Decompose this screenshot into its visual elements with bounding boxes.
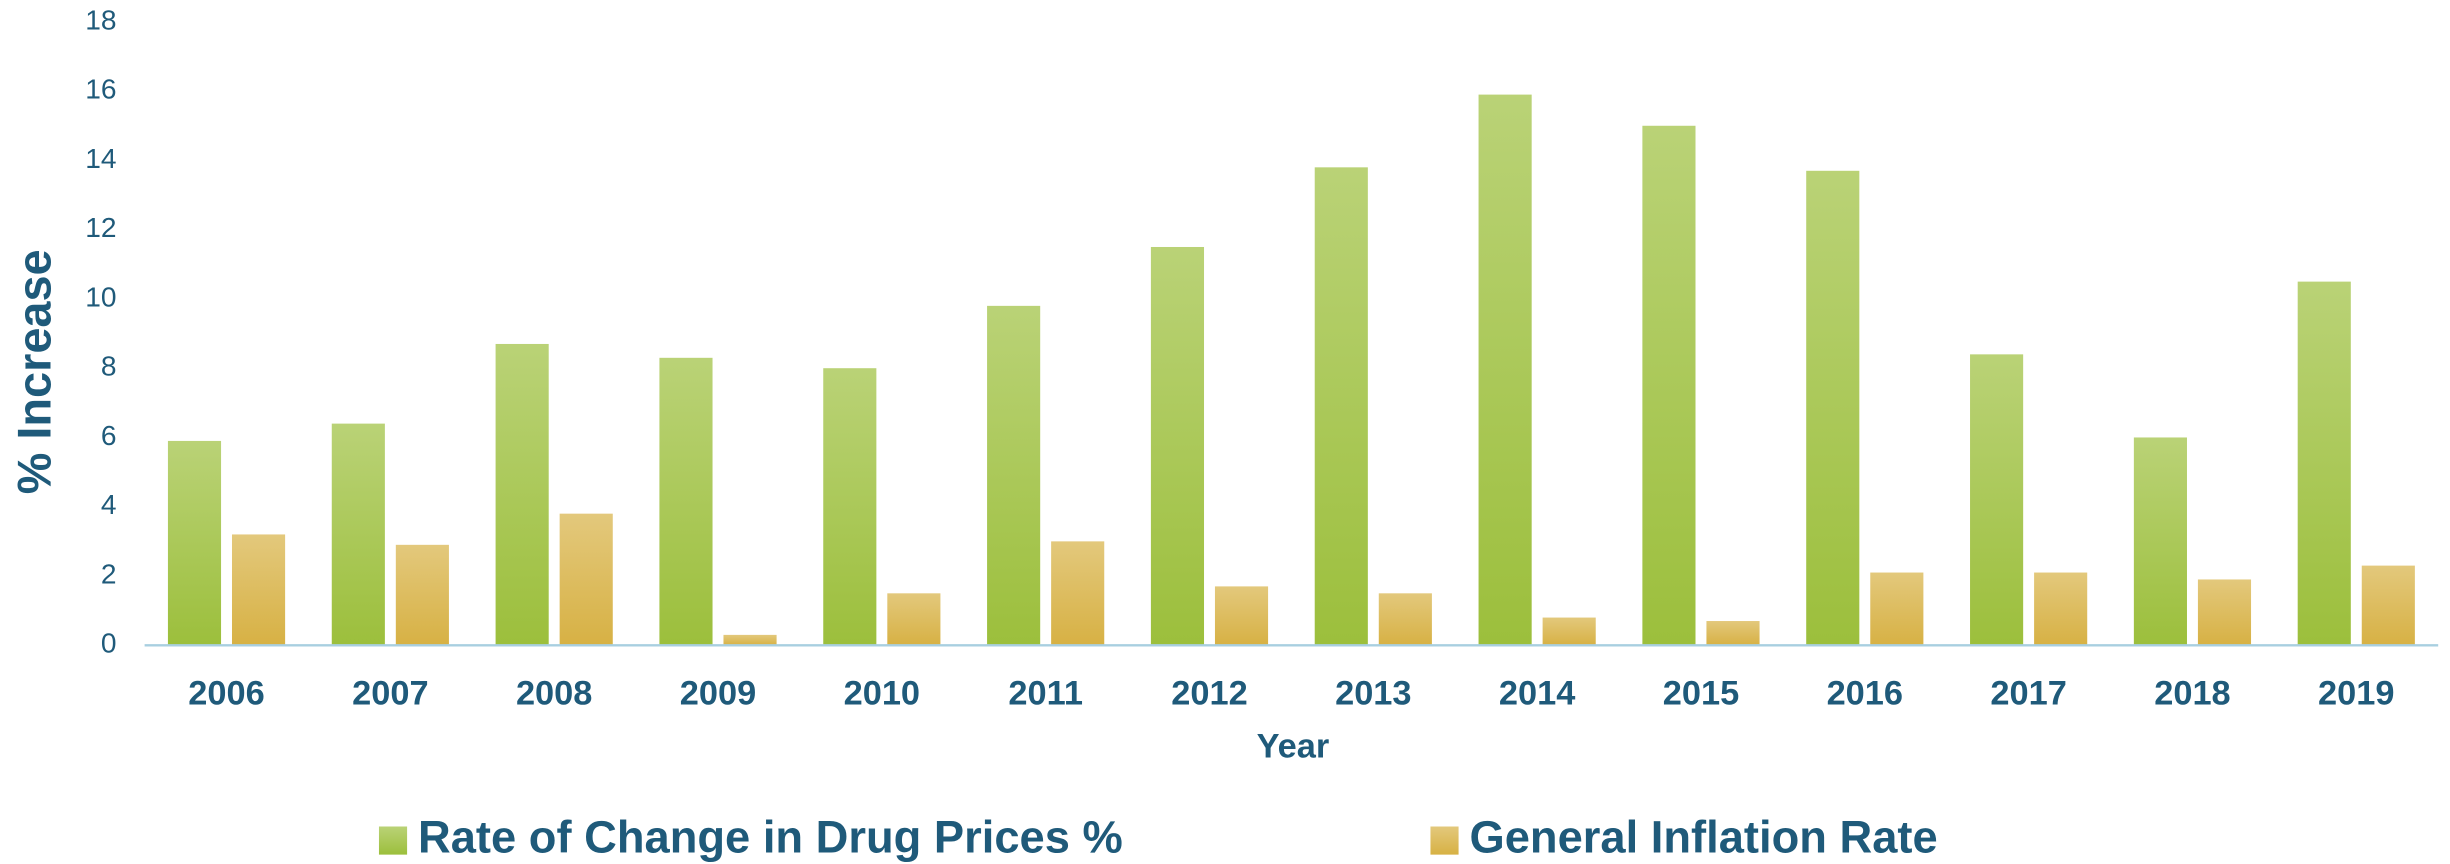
bar [1706, 621, 1760, 646]
x-tick-label: 2013 [1335, 674, 1411, 712]
bar [331, 423, 385, 646]
bar [1642, 125, 1696, 646]
x-tick-label: 2014 [1499, 674, 1575, 712]
bar [2034, 572, 2088, 646]
y-tick-label: 2 [101, 558, 117, 589]
bar [1806, 170, 1860, 646]
bar [1970, 354, 2024, 646]
x-tick-label: 2008 [516, 674, 592, 712]
y-tick-label: 18 [85, 4, 116, 35]
x-tick-label: 2006 [188, 674, 264, 712]
bar [395, 544, 449, 646]
bar [231, 534, 286, 646]
bar [823, 368, 877, 646]
bar [1214, 586, 1269, 646]
bar [659, 357, 713, 646]
legend-swatch [1430, 826, 1459, 855]
x-tick-label: 2019 [2318, 674, 2394, 712]
y-tick-label: 10 [85, 281, 116, 312]
bar [1870, 572, 1924, 646]
bar [495, 343, 549, 646]
bar [723, 634, 777, 646]
y-tick-label: 6 [101, 420, 117, 451]
x-tick-label: 2011 [1008, 674, 1083, 712]
x-tick-label: 2012 [1171, 674, 1247, 712]
x-tick-label: 2009 [680, 674, 756, 712]
bar [1150, 246, 1205, 646]
bar [1478, 94, 1532, 646]
bar [1378, 593, 1432, 646]
legend-label: General Inflation Rate [1470, 812, 1938, 863]
bar [2297, 281, 2351, 646]
x-tick-label: 2016 [1827, 674, 1903, 712]
x-tick-label: 2018 [2154, 674, 2230, 712]
x-tick-label: 2010 [844, 674, 920, 712]
y-tick-label: 16 [85, 74, 116, 105]
bar [2361, 565, 2415, 646]
bar [559, 513, 613, 646]
y-tick-label: 0 [101, 628, 117, 659]
bar [987, 305, 1041, 646]
bar [167, 440, 222, 646]
bar [1051, 541, 1105, 646]
bar [2133, 437, 2187, 646]
bar [1314, 167, 1368, 646]
bar [887, 593, 941, 646]
bar [2197, 579, 2252, 646]
x-tick-label: 2017 [1990, 674, 2066, 712]
legend-swatch [378, 826, 408, 855]
y-tick-label: 8 [101, 351, 117, 382]
legend-label: Rate of Change in Drug Prices % [418, 812, 1123, 863]
x-tick-label: 2015 [1663, 674, 1739, 712]
x-axis-title: Year [1257, 727, 1330, 765]
y-axis-title: % Increase [9, 249, 61, 494]
y-tick-label: 14 [85, 143, 116, 174]
y-tick-label: 4 [101, 489, 117, 520]
x-tick-label: 2007 [352, 674, 428, 712]
y-tick-label: 12 [85, 212, 116, 243]
bar [1542, 617, 1596, 646]
